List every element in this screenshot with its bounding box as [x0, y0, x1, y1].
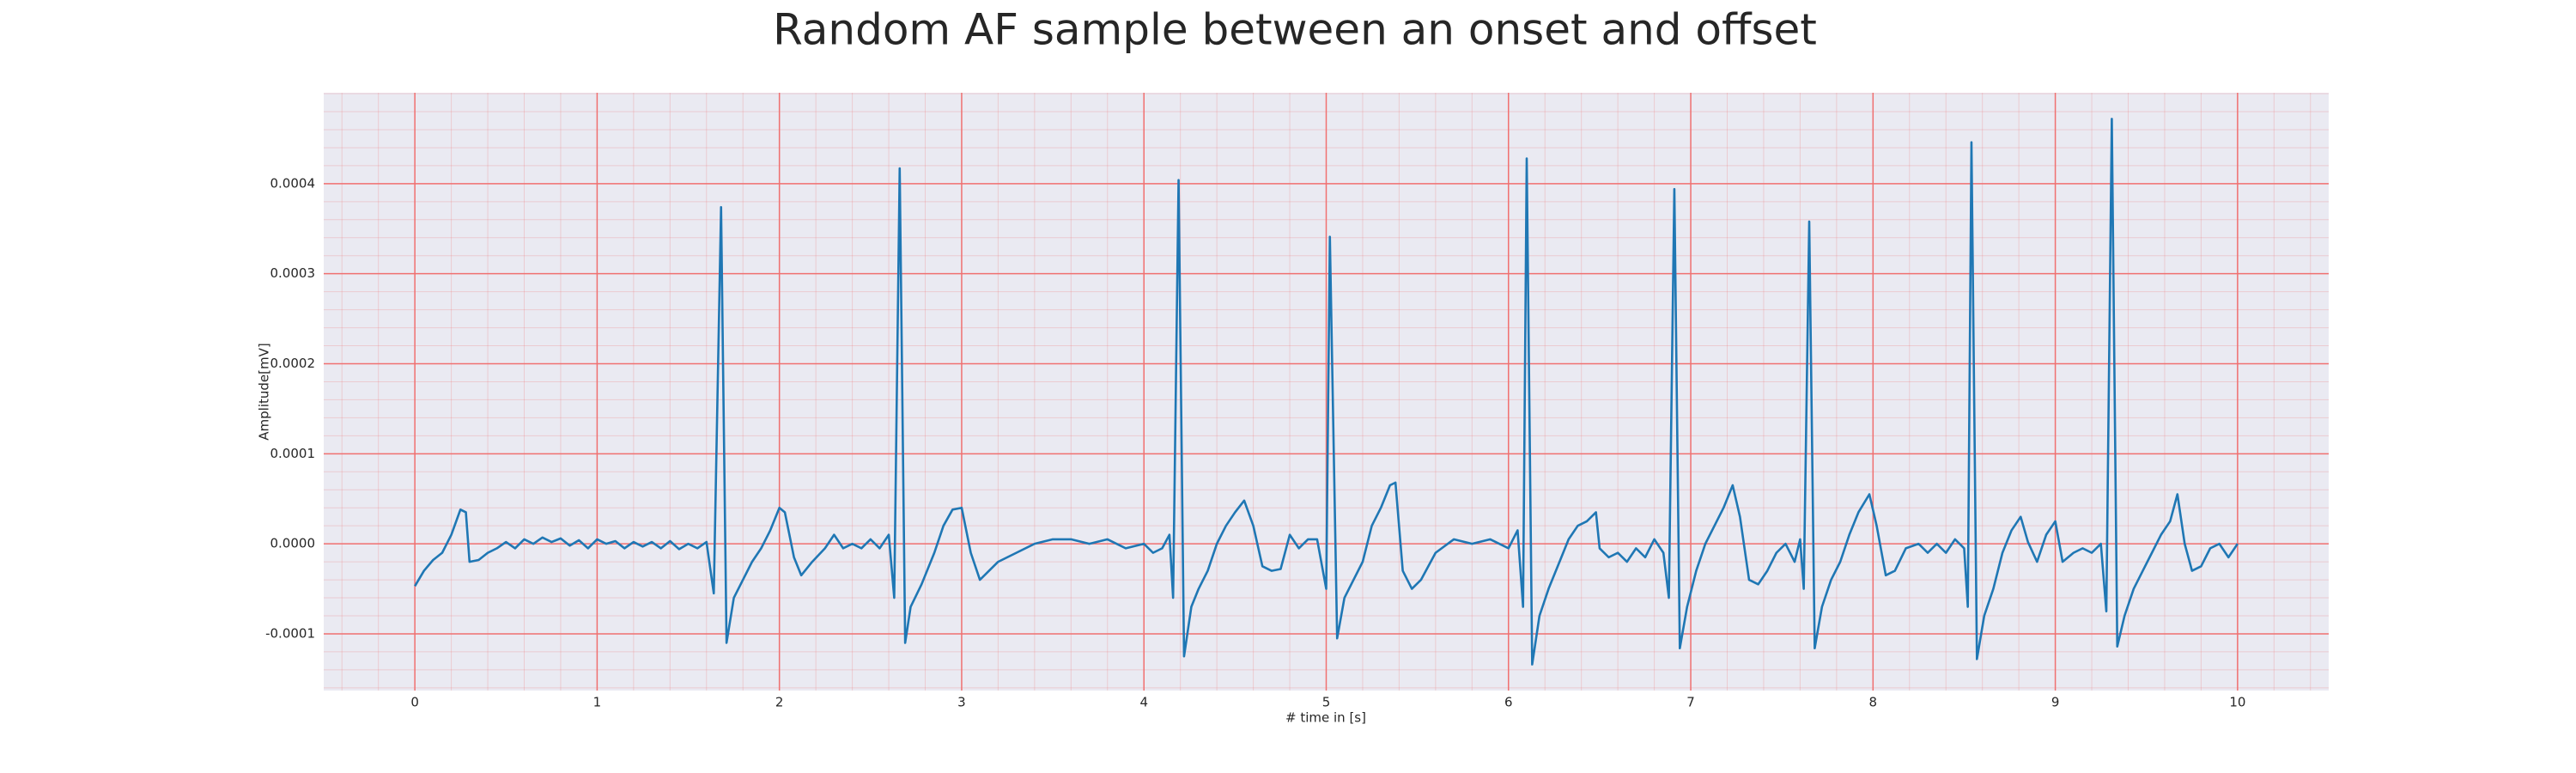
x-tick-label: 4 — [1139, 695, 1148, 710]
x-tick-label: 0 — [410, 695, 419, 710]
y-tick-label: 0.0004 — [270, 175, 316, 191]
x-tick-label: 9 — [2051, 695, 2060, 710]
y-tick-label: 0.0002 — [270, 356, 316, 371]
x-tick-label: 3 — [957, 695, 966, 710]
y-axis-label: Amplitude[mV] — [257, 343, 272, 440]
x-tick-label: 6 — [1504, 695, 1513, 710]
x-axis-label: # time in [s] — [1285, 710, 1366, 726]
x-tick-label: 2 — [775, 695, 784, 710]
y-tick-label: 0.0003 — [270, 265, 316, 281]
x-tick-label: 1 — [593, 695, 602, 710]
x-tick-label: 8 — [1869, 695, 1878, 710]
chart-title: Random AF sample between an onset and of… — [773, 5, 1817, 55]
y-tick-label: -0.0001 — [265, 625, 315, 641]
x-tick-label: 5 — [1322, 695, 1331, 710]
y-tick-label: 0.0000 — [270, 536, 316, 551]
x-tick-label: 7 — [1686, 695, 1695, 710]
y-tick-label: 0.0001 — [270, 446, 316, 461]
x-tick-label: 10 — [2229, 695, 2245, 710]
signal-line — [414, 118, 2239, 666]
